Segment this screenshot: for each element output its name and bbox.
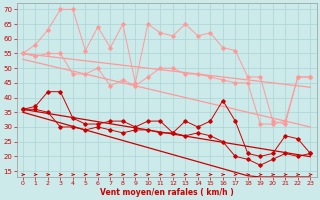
X-axis label: Vent moyen/en rafales ( km/h ): Vent moyen/en rafales ( km/h ) xyxy=(100,188,234,197)
